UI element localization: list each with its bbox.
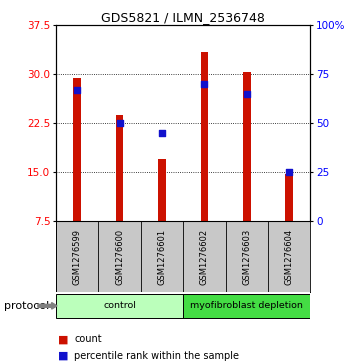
Text: GSM1276604: GSM1276604: [285, 229, 294, 285]
Bar: [73, 78, 81, 221]
Point: [159, 130, 165, 136]
Text: GSM1276599: GSM1276599: [73, 229, 82, 285]
Text: ■: ■: [58, 351, 68, 361]
Bar: [56, 294, 183, 318]
Text: percentile rank within the sample: percentile rank within the sample: [74, 351, 239, 361]
Text: GSM1276601: GSM1276601: [157, 229, 166, 285]
Text: ■: ■: [58, 334, 68, 344]
Bar: [183, 294, 310, 318]
Bar: [243, 73, 251, 221]
Point: [74, 87, 80, 93]
Text: GSM1276600: GSM1276600: [115, 229, 124, 285]
Bar: [286, 174, 293, 221]
Bar: [158, 159, 166, 221]
Title: GDS5821 / ILMN_2536748: GDS5821 / ILMN_2536748: [101, 11, 265, 24]
Text: myofibroblast depletion: myofibroblast depletion: [190, 301, 303, 310]
Bar: [201, 52, 208, 221]
Point: [201, 81, 207, 87]
Text: count: count: [74, 334, 102, 344]
Point: [117, 121, 122, 126]
Text: control: control: [103, 301, 136, 310]
Point: [244, 91, 250, 97]
Text: GSM1276603: GSM1276603: [242, 229, 251, 285]
Text: protocol: protocol: [4, 301, 49, 311]
Point: [286, 170, 292, 175]
Bar: [116, 115, 123, 221]
Text: GSM1276602: GSM1276602: [200, 229, 209, 285]
